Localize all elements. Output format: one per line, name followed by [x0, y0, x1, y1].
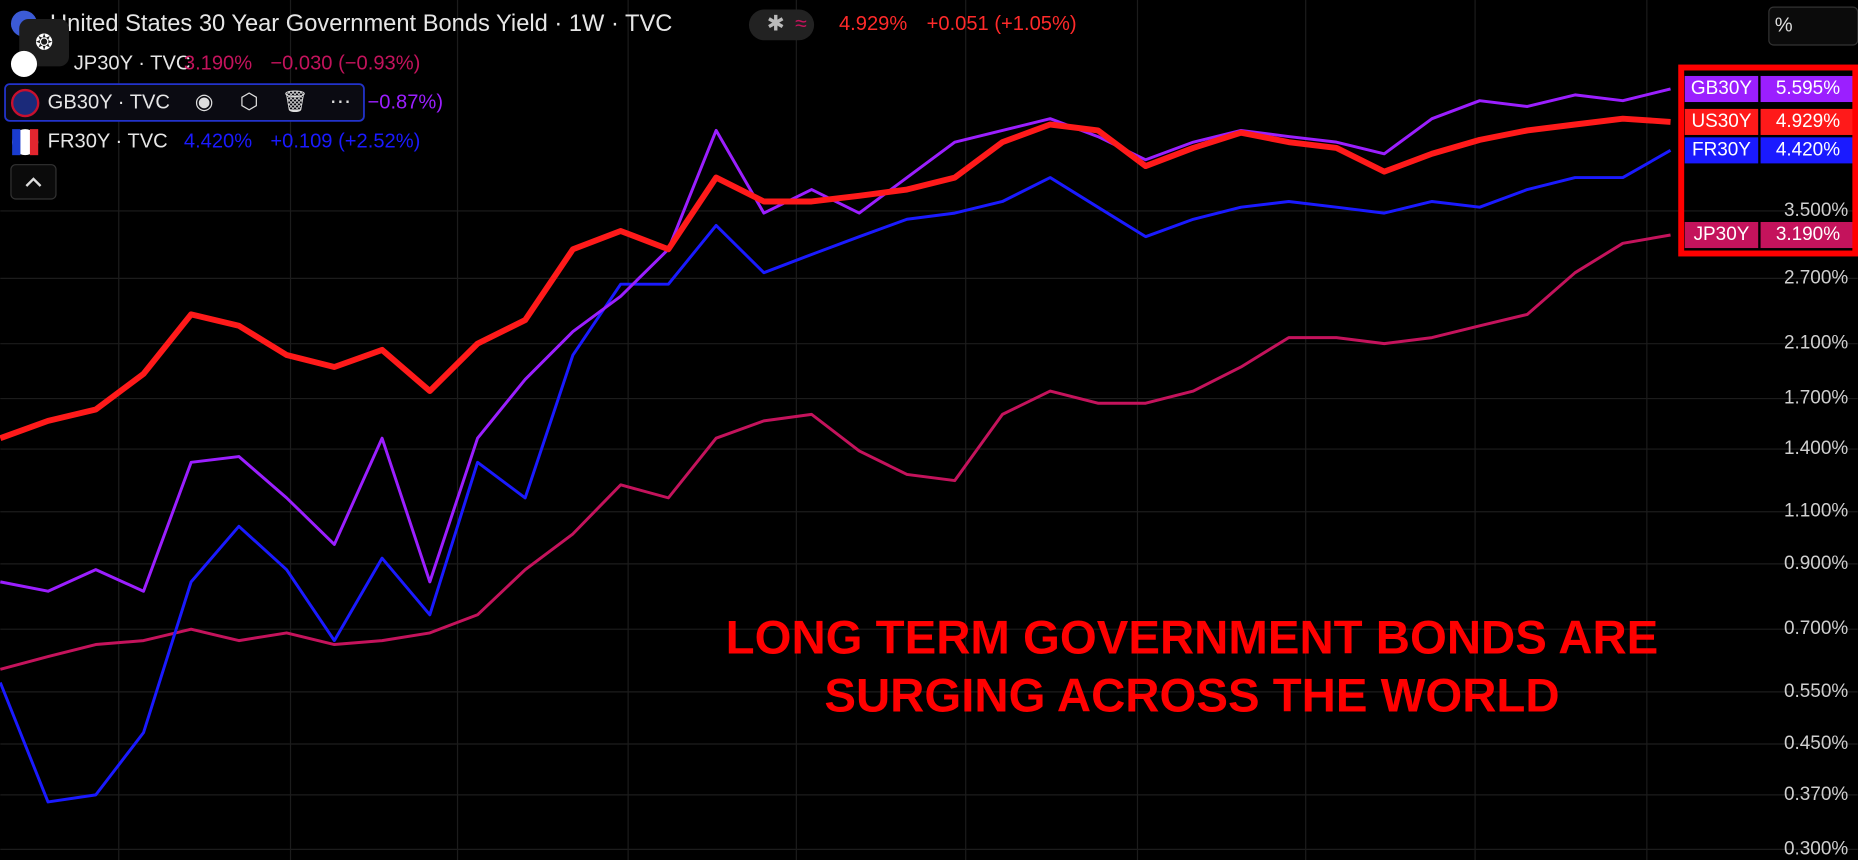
price-label-value-bg [1760, 221, 1856, 249]
series-line [0, 149, 1672, 804]
legend-title: United States 30 Year Government Bonds Y… [50, 11, 672, 37]
eye-icon[interactable]: ◉ [195, 90, 214, 114]
indicator-pill[interactable] [748, 9, 815, 41]
gb-flag [10, 88, 40, 118]
price-label-name-bg [1684, 108, 1759, 135]
icon: ≈ [795, 12, 807, 36]
legend-price: 3.190% [184, 52, 252, 74]
fr-flag-part [29, 129, 39, 156]
y-tick-label: 0.700% [1784, 618, 1848, 639]
price-label-name: GB30Y [1691, 78, 1752, 99]
chevron [25, 177, 42, 187]
more-icon[interactable]: ⋯ [330, 90, 351, 114]
price-label-value: 4.929% [1776, 111, 1840, 132]
series-line [0, 233, 1671, 671]
y-tick-label: 2.700% [1784, 267, 1848, 288]
y-tick-label: 0.900% [1784, 553, 1848, 574]
price-label-value: 4.420% [1776, 139, 1840, 160]
settings-icon[interactable]: ⬡ [240, 90, 259, 114]
delete-icon[interactable]: 🗑 [282, 90, 309, 114]
legend-price: 4.420% [184, 130, 252, 152]
y-tick-label: 1.700% [1784, 388, 1848, 409]
y-axis: 3.500% 2.700% 2.100% 1.700% 1.400% 1.100% 0.90… [1784, 200, 1848, 859]
y-tick-label: 3.500% [1784, 200, 1848, 221]
series-line [0, 115, 1671, 441]
lines [0, 87, 1672, 804]
price-label-value-bg [1760, 75, 1856, 103]
unit-button-label: % [1775, 14, 1793, 36]
price-label-value: 5.595% [1776, 78, 1840, 99]
annotation: LONG TERM GOVERNMENT BONDS ARE [726, 611, 1659, 664]
legend-change: +0.109 (+2.52%) [270, 130, 420, 152]
highlight-box [1678, 64, 1858, 257]
fr-flag-part [12, 129, 21, 156]
legend-label: FR30Y · TVC [48, 130, 168, 152]
annotation: SURGING ACROSS THE WORLD [824, 669, 1559, 722]
grid [0, 210, 1858, 850]
y-tick-label: 1.100% [1784, 501, 1848, 522]
y-tick-label: 0.550% [1784, 681, 1848, 702]
price-label-name-bg [1684, 221, 1759, 249]
jp-flag [10, 50, 38, 77]
price-label-name-bg [1684, 137, 1759, 164]
legend-change: −0.87%) [368, 91, 444, 113]
icon: ❂ [35, 30, 53, 54]
y-tick-label: 0.370% [1784, 784, 1848, 805]
y-tick-label: 0.450% [1784, 733, 1848, 754]
legend-label: JP30Y · TVC [74, 52, 191, 74]
price-label-value-bg [1760, 108, 1856, 135]
legend-price: 4.929% [839, 13, 907, 35]
y-tick-label: 2.100% [1784, 333, 1848, 354]
legend-change: +0.051 (+1.05%) [927, 13, 1077, 35]
collapse-button[interactable] [10, 164, 57, 200]
legend-change: −0.030 (−0.93%) [270, 52, 420, 74]
price-labels: US30Y 4.929% GB30Y 5.595% FR30Y 4.420% JP30Y 3.… [1684, 75, 1856, 249]
vertical-grid [118, 0, 1648, 860]
price-label-value: 3.190% [1776, 224, 1840, 245]
price-label-name: US30Y [1691, 111, 1751, 132]
price-label-name-bg [1684, 75, 1759, 103]
legend-label: GB30Y · TVC [48, 91, 170, 113]
price-label-value-bg [1760, 137, 1856, 164]
icon: ✱ [767, 12, 785, 36]
y-tick-label: 0.300% [1784, 838, 1848, 859]
legend-toolbar[interactable] [4, 83, 365, 122]
price-label-name: JP30Y [1694, 224, 1750, 245]
price-label-name: FR30Y [1692, 139, 1751, 160]
y-tick-label: 1.400% [1784, 438, 1848, 459]
